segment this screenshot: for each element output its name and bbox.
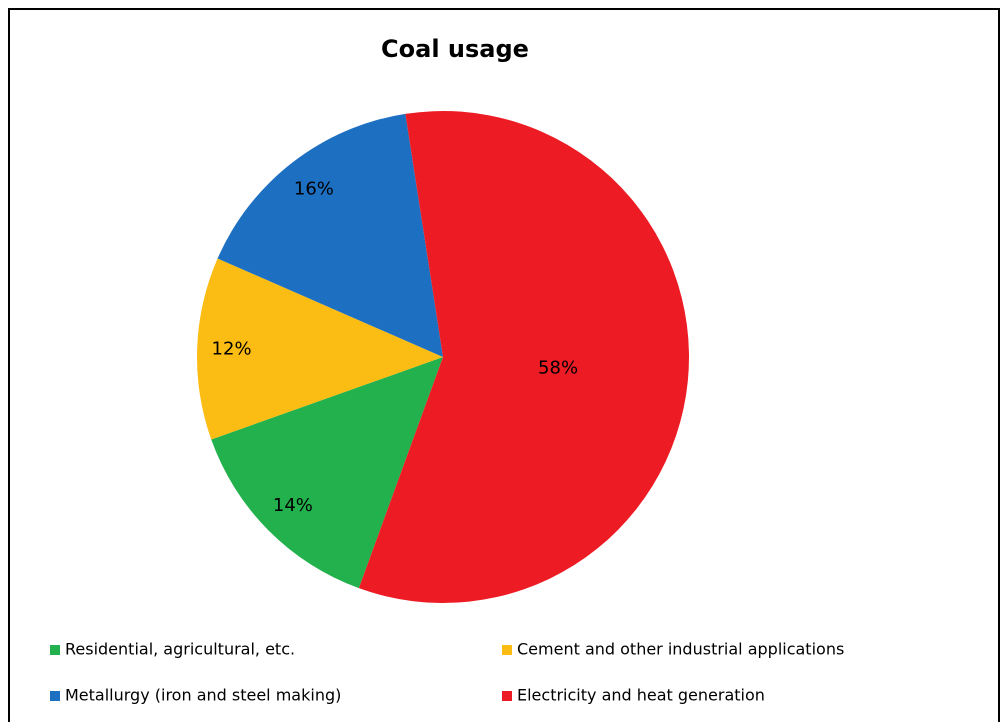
legend-label: Metallurgy (iron and steel making)	[65, 686, 341, 705]
legend-swatch	[502, 645, 512, 655]
data-label: 58%	[538, 357, 578, 378]
pie-slice	[358, 110, 690, 603]
legend-swatch	[50, 645, 60, 655]
pie-slice	[197, 258, 443, 440]
legend-swatch	[502, 691, 512, 701]
legend-swatch	[50, 691, 60, 701]
chart-title: Coal usage	[381, 35, 529, 63]
legend-label: Electricity and heat generation	[517, 686, 765, 705]
pie-slice	[211, 357, 443, 589]
data-label: 14%	[273, 495, 313, 516]
data-label: 12%	[212, 339, 252, 360]
legend-label: Residential, agricultural, etc.	[65, 640, 295, 659]
legend-label: Cement and other industrial applications	[517, 640, 844, 659]
pie-slice	[217, 113, 443, 358]
data-label: 16%	[294, 178, 334, 199]
